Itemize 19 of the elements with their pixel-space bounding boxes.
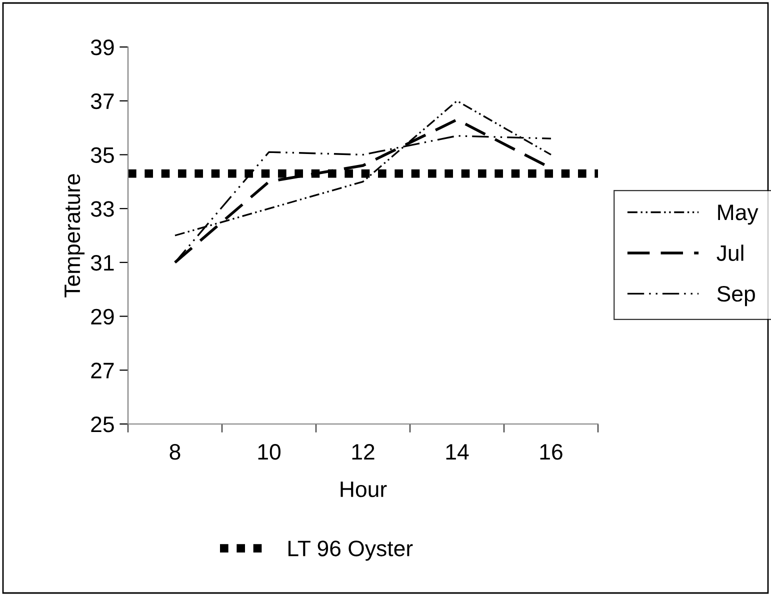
legend-label: May	[718, 204, 758, 225]
x-tick-label: 14	[446, 444, 469, 460]
x-tick-label: 12	[352, 444, 374, 460]
legend-label: Jul	[716, 244, 744, 261]
y-tick-label: 29	[91, 308, 114, 325]
y-tick-label: 33	[90, 201, 114, 217]
y-tick-label: 39	[90, 40, 114, 56]
y-tick-label: 25	[91, 416, 114, 432]
x-tick-label: 8	[170, 444, 180, 460]
y-tick-label: 37	[90, 93, 114, 110]
x-tick-label: 16	[540, 444, 562, 460]
x-tick-label: 10	[258, 444, 280, 460]
y-tick-label: 31	[90, 254, 114, 271]
y-axis-title: Temperature	[64, 174, 85, 298]
x-axis-title: Hour	[340, 482, 387, 498]
y-tick-label: 27	[91, 362, 114, 378]
y-tick-label: 35	[90, 147, 114, 163]
legend-label: Sep	[717, 286, 755, 306]
legend-label: LT 96 Oyster	[288, 540, 413, 561]
